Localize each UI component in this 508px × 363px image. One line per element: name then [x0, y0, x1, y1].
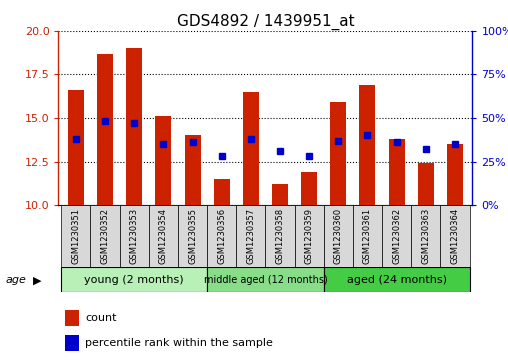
Bar: [418, 163, 434, 205]
Text: GSM1230362: GSM1230362: [392, 208, 401, 264]
Title: GDS4892 / 1439951_at: GDS4892 / 1439951_at: [177, 13, 354, 29]
Bar: [353, 205, 382, 267]
Text: GSM1230352: GSM1230352: [101, 208, 110, 264]
Bar: [324, 267, 469, 292]
Bar: [295, 205, 324, 267]
Text: GSM1230360: GSM1230360: [334, 208, 343, 264]
Bar: [90, 205, 120, 267]
Bar: [65, 335, 79, 351]
Bar: [61, 205, 90, 267]
Text: GSM1230363: GSM1230363: [421, 208, 430, 264]
Bar: [120, 205, 149, 267]
Bar: [330, 102, 346, 205]
Text: age: age: [5, 275, 26, 285]
Bar: [68, 90, 84, 205]
Bar: [61, 267, 207, 292]
Text: GSM1230353: GSM1230353: [130, 208, 139, 264]
Bar: [389, 139, 405, 205]
Bar: [360, 85, 375, 205]
Text: middle aged (12 months): middle aged (12 months): [204, 274, 327, 285]
Text: aged (24 months): aged (24 months): [346, 274, 447, 285]
Text: GSM1230355: GSM1230355: [188, 208, 197, 264]
Bar: [301, 172, 317, 205]
Bar: [324, 205, 353, 267]
Bar: [178, 205, 207, 267]
Text: GSM1230357: GSM1230357: [246, 208, 256, 264]
Bar: [440, 205, 469, 267]
Bar: [207, 267, 324, 292]
Text: GSM1230358: GSM1230358: [275, 208, 284, 264]
Bar: [447, 144, 463, 205]
Text: ▶: ▶: [33, 275, 42, 285]
Text: GSM1230359: GSM1230359: [305, 208, 313, 264]
Bar: [265, 205, 295, 267]
Bar: [382, 205, 411, 267]
Bar: [411, 205, 440, 267]
Bar: [207, 205, 236, 267]
Text: GSM1230361: GSM1230361: [363, 208, 372, 264]
Bar: [236, 205, 265, 267]
Bar: [272, 184, 288, 205]
Bar: [65, 310, 79, 326]
Bar: [149, 205, 178, 267]
Bar: [243, 92, 259, 205]
Text: percentile rank within the sample: percentile rank within the sample: [85, 338, 273, 348]
Text: GSM1230364: GSM1230364: [451, 208, 459, 264]
Bar: [184, 135, 201, 205]
Text: young (2 months): young (2 months): [84, 274, 184, 285]
Bar: [214, 179, 230, 205]
Text: count: count: [85, 313, 117, 323]
Bar: [126, 48, 142, 205]
Text: GSM1230351: GSM1230351: [72, 208, 80, 264]
Bar: [97, 53, 113, 205]
Text: GSM1230354: GSM1230354: [159, 208, 168, 264]
Text: GSM1230356: GSM1230356: [217, 208, 226, 264]
Bar: [155, 116, 171, 205]
